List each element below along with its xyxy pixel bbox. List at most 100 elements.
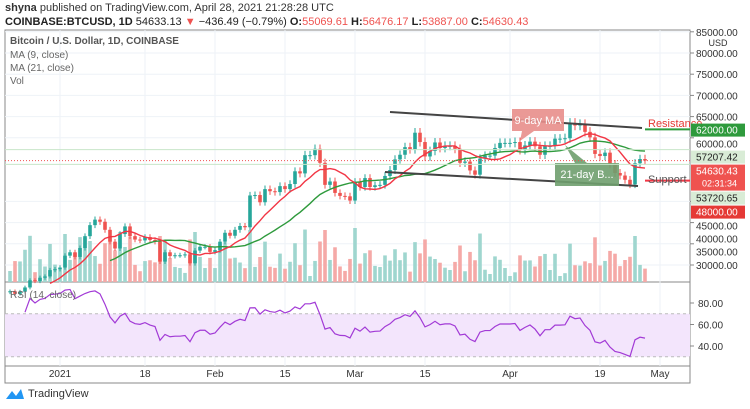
price-tick-label: 80000.00 [696, 49, 738, 60]
volume-bar [433, 259, 437, 282]
rsi-tick-label: 60.00 [698, 321, 723, 332]
volume-bar [373, 265, 377, 282]
candle [158, 241, 162, 262]
volume-bar [98, 263, 102, 282]
candle [483, 155, 487, 159]
volume-bar [148, 260, 152, 282]
symbol: COINBASE:BTCUSD, 1D [5, 16, 133, 28]
candle [353, 181, 357, 201]
candle [133, 236, 137, 240]
x-tick-label: May [651, 369, 670, 380]
x-tick-label: 15 [279, 369, 291, 380]
legend-ma9[interactable]: MA (9, close) [10, 50, 69, 61]
legend-rsi[interactable]: RSI (14, close) [10, 290, 77, 301]
candle [433, 142, 437, 151]
volume-bar [343, 270, 347, 282]
author[interactable]: shyna [5, 2, 37, 14]
ma9-line [49, 132, 646, 284]
candle [293, 171, 297, 185]
candle [638, 159, 642, 164]
price-tick-label: 30000.00 [696, 261, 738, 272]
price-tick-label: 40000.00 [696, 235, 738, 246]
volume-bar [103, 243, 107, 282]
volume-bar [263, 241, 267, 282]
volume-bar [43, 266, 47, 282]
candle [78, 248, 82, 257]
candle [193, 250, 197, 264]
tradingview-logo[interactable]: TradingView [5, 387, 89, 401]
volume-bar [363, 253, 367, 282]
candle [553, 138, 557, 146]
volume-bar [378, 266, 382, 282]
volume-bar [353, 228, 357, 282]
candle [468, 161, 472, 171]
volume-bar [13, 261, 17, 282]
currency-label: USD [708, 38, 728, 48]
volume-bar [473, 260, 477, 282]
rsi-band [5, 313, 690, 357]
price-label-text: 48000.00 [696, 208, 738, 219]
candle [58, 267, 62, 270]
tradingview-logo-icon [6, 389, 24, 399]
volume-bar [413, 242, 417, 282]
high-value: 56476.17 [362, 16, 409, 28]
volume-bar [348, 258, 352, 282]
volume-bar [118, 232, 122, 282]
volume-bar [393, 249, 397, 282]
volume-bar [618, 266, 622, 282]
ma9-callout-text: 9-day MA [514, 115, 562, 127]
candle [88, 225, 92, 237]
legend-ma21[interactable]: MA (21, close) [10, 63, 74, 74]
volume-bar [338, 266, 342, 282]
legend-vol[interactable]: Vol [10, 76, 24, 87]
candle [533, 141, 537, 147]
volume-bar [108, 236, 112, 282]
volume-bar [258, 257, 262, 282]
volume-bar [573, 265, 577, 282]
volume-bar [233, 257, 237, 282]
price-label-box [691, 191, 745, 205]
candle [438, 142, 442, 148]
candle [603, 152, 607, 157]
candle [253, 195, 257, 197]
candle [18, 291, 22, 294]
volume-bar [428, 256, 432, 282]
price-tick-label: 65000.00 [696, 113, 738, 124]
candle [588, 131, 592, 138]
candle [373, 185, 377, 187]
low-label: L: [411, 16, 422, 28]
volume-bar [293, 243, 297, 282]
volume-bar [238, 262, 242, 282]
candle [363, 178, 367, 187]
volume-bar [278, 253, 282, 282]
logo-text: TradingView [28, 388, 89, 400]
candle [358, 181, 362, 187]
volume-bar [453, 261, 457, 282]
candle [268, 189, 272, 192]
ma21-callout-text: 21-day B... [560, 169, 613, 181]
candle [408, 147, 412, 150]
candle [178, 255, 182, 257]
chart-title: Bitcoin / U.S. Dollar, 1D, COINBASE [10, 36, 179, 47]
candle [453, 145, 457, 149]
volume-bar [88, 241, 92, 282]
candle [103, 221, 107, 230]
candle [473, 170, 477, 175]
volume-bar [208, 257, 212, 282]
candle [173, 255, 177, 257]
down-arrow-icon: ▼ [184, 16, 196, 28]
candle [493, 147, 497, 156]
price-tick-label: 70000.00 [696, 91, 738, 102]
volume-bar [528, 260, 532, 282]
price-tick-label: 75000.00 [696, 70, 738, 81]
candle [383, 175, 387, 185]
candle [558, 138, 562, 140]
volume-bar [213, 268, 217, 282]
volume-bar [18, 261, 22, 282]
candle [98, 219, 102, 222]
volume-bar [23, 249, 27, 282]
rsi-tick-label: 80.00 [698, 299, 723, 310]
volume-bar [493, 256, 497, 282]
volume-bar [478, 233, 482, 282]
